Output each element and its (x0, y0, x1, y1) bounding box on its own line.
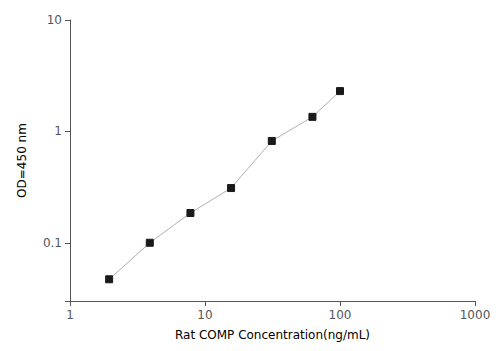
svg-text:10: 10 (197, 308, 212, 322)
svg-text:1: 1 (66, 308, 74, 322)
svg-text:1: 1 (54, 124, 62, 138)
svg-text:1000: 1000 (460, 308, 491, 322)
svg-text:10: 10 (47, 13, 62, 27)
svg-text:OD=450 nm: OD=450 nm (15, 123, 29, 198)
svg-text:Rat COMP Concentration(ng/mL): Rat COMP Concentration(ng/mL) (175, 328, 370, 342)
svg-text:0.1: 0.1 (43, 236, 62, 250)
svg-text:100: 100 (329, 308, 352, 322)
